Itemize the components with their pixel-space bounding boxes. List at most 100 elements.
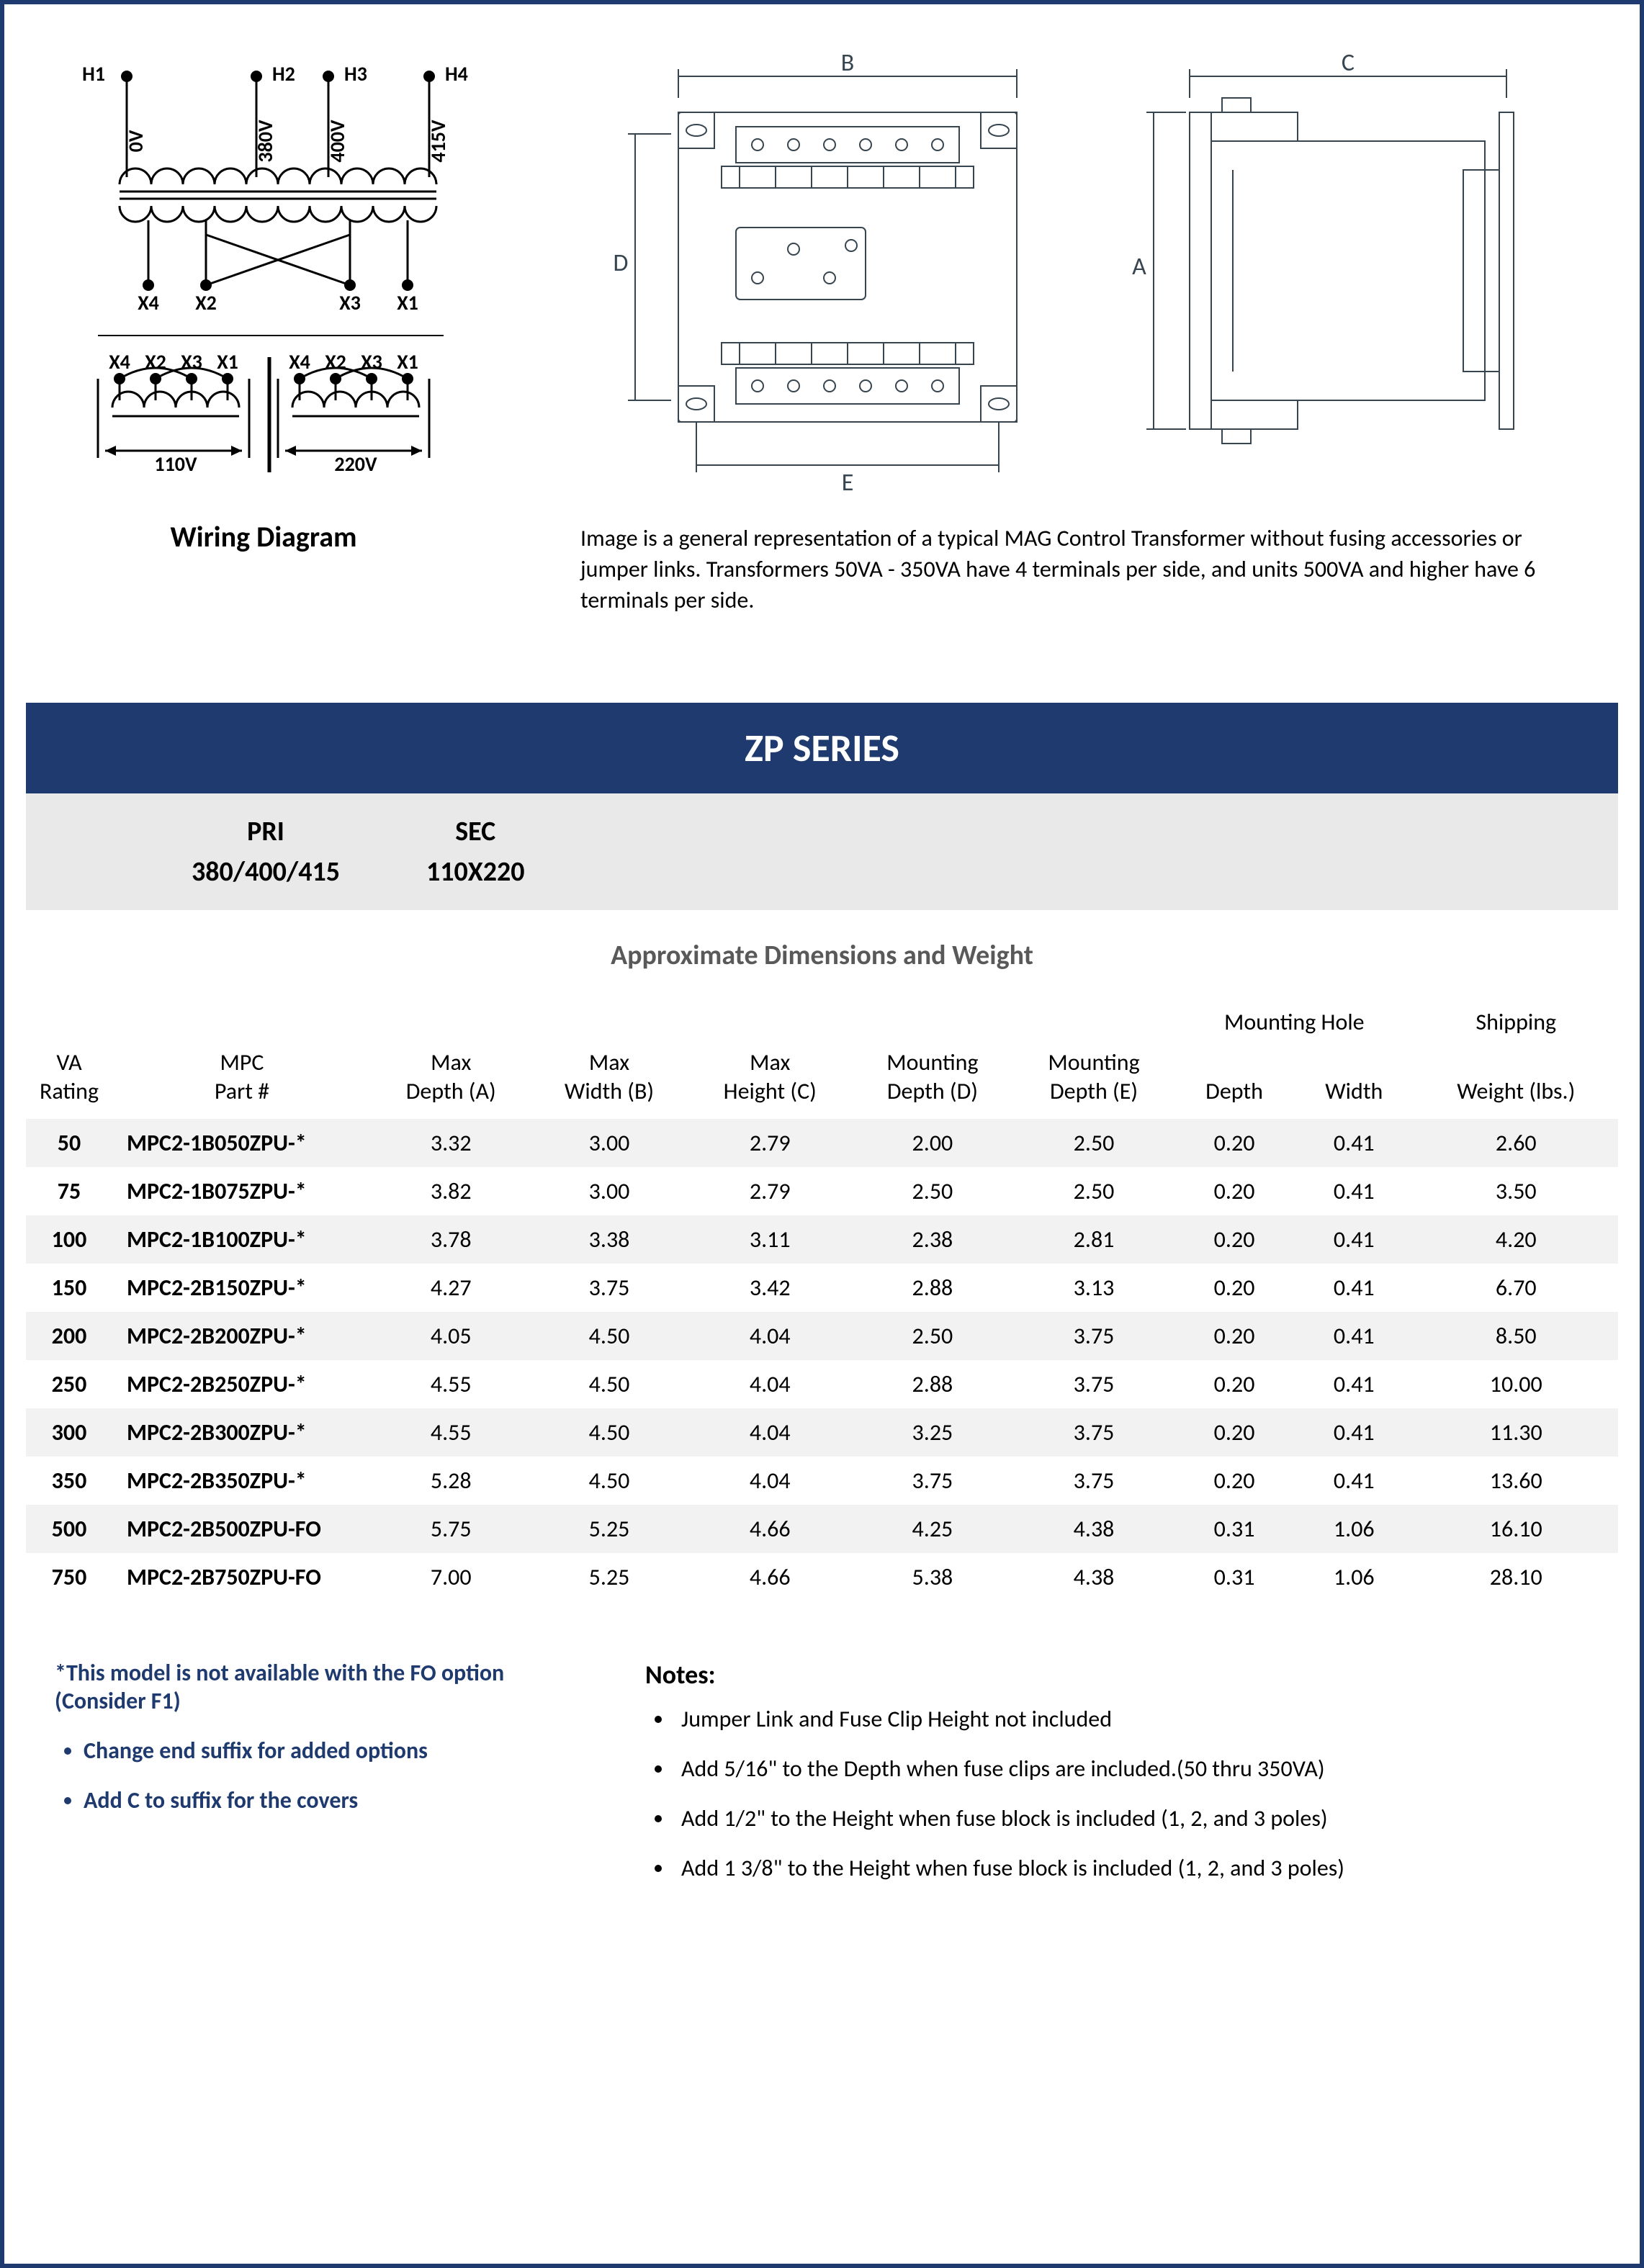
cell-hd: 0.20 — [1174, 1408, 1294, 1457]
list-item: Add 1/2" to the Height when fuse block i… — [674, 1804, 1589, 1832]
cell-wt: 8.50 — [1414, 1312, 1618, 1360]
cell-d: 2.50 — [852, 1167, 1013, 1215]
cell-hw: 0.41 — [1294, 1167, 1414, 1215]
table-row: 500MPC2-2B500ZPU-FO5.755.254.664.254.380… — [26, 1505, 1618, 1553]
cell-e: 4.38 — [1013, 1553, 1174, 1601]
cell-wt: 2.60 — [1414, 1119, 1618, 1167]
top-section: H10VH2380VH3400VH4415VX4X2X3X1X4X2X3X111… — [26, 33, 1618, 645]
cell-va: 150 — [26, 1264, 112, 1312]
cell-hw: 0.41 — [1294, 1360, 1414, 1408]
svg-text:400V: 400V — [325, 120, 350, 163]
cell-va: 100 — [26, 1215, 112, 1264]
cell-hd: 0.20 — [1174, 1167, 1294, 1215]
cell-c: 4.66 — [688, 1553, 852, 1601]
page: H10VH2380VH3400VH4415VX4X2X3X1X4X2X3X111… — [0, 0, 1644, 2268]
svg-text:X1: X1 — [397, 290, 418, 315]
cell-wt: 3.50 — [1414, 1167, 1618, 1215]
cell-hd: 0.20 — [1174, 1215, 1294, 1264]
cell-c: 4.66 — [688, 1505, 852, 1553]
cell-e: 4.38 — [1013, 1505, 1174, 1553]
svg-text:X1: X1 — [217, 349, 238, 374]
data-table: Mounting Hole Shipping VARating MPCPart … — [26, 994, 1618, 1601]
list-item: Change end suffix for added options — [84, 1737, 588, 1765]
series-banner: ZP SERIES — [26, 703, 1618, 793]
footer-left-list: Change end suffix for added options Add … — [55, 1737, 588, 1814]
cell-hw: 0.41 — [1294, 1408, 1414, 1457]
cell-va: 200 — [26, 1312, 112, 1360]
cell-hd: 0.20 — [1174, 1264, 1294, 1312]
svg-text:H2: H2 — [272, 61, 295, 86]
list-item: Add C to suffix for the covers — [84, 1786, 588, 1814]
cell-part: MPC2-2B150ZPU-* — [112, 1264, 372, 1312]
cell-b: 5.25 — [530, 1505, 688, 1553]
wiring-diagram-svg: H10VH2380VH3400VH4415VX4X2X3X1X4X2X3X111… — [55, 48, 472, 494]
cell-a: 5.75 — [372, 1505, 530, 1553]
footer: *This model is not available with the FO… — [26, 1601, 1618, 1904]
svg-text:C: C — [1341, 48, 1354, 78]
footer-left: *This model is not available with the FO… — [55, 1659, 588, 1904]
svg-text:380V: 380V — [253, 120, 278, 163]
th-mountD: MountingDepth (D) — [852, 1041, 1013, 1119]
cell-hw: 0.41 — [1294, 1119, 1414, 1167]
cell-b: 4.50 — [530, 1360, 688, 1408]
svg-text:X1: X1 — [397, 349, 418, 374]
table-head: Mounting Hole Shipping VARating MPCPart … — [26, 994, 1618, 1119]
svg-text:X2: X2 — [195, 290, 217, 315]
table-row: 100MPC2-1B100ZPU-*3.783.383.112.382.810.… — [26, 1215, 1618, 1264]
cell-b: 3.00 — [530, 1167, 688, 1215]
pri-sec-row: PRI 380/400/415 SEC 110X220 — [26, 793, 1618, 910]
cell-hw: 1.06 — [1294, 1505, 1414, 1553]
svg-text:E: E — [841, 468, 853, 494]
cell-d: 2.88 — [852, 1264, 1013, 1312]
cell-wt: 6.70 — [1414, 1264, 1618, 1312]
cell-e: 3.75 — [1013, 1408, 1174, 1457]
cell-b: 3.75 — [530, 1264, 688, 1312]
cell-wt: 4.20 — [1414, 1215, 1618, 1264]
table-row: 750MPC2-2B750ZPU-FO7.005.254.665.384.380… — [26, 1553, 1618, 1601]
cell-e: 3.13 — [1013, 1264, 1174, 1312]
svg-text:X2: X2 — [325, 349, 346, 374]
cell-d: 2.50 — [852, 1312, 1013, 1360]
cell-hw: 1.06 — [1294, 1553, 1414, 1601]
cell-d: 4.25 — [852, 1505, 1013, 1553]
cell-a: 3.32 — [372, 1119, 530, 1167]
svg-text:X3: X3 — [339, 290, 361, 315]
cell-e: 3.75 — [1013, 1360, 1174, 1408]
svg-text:D: D — [613, 248, 628, 278]
cell-hw: 0.41 — [1294, 1264, 1414, 1312]
table-row: 200MPC2-2B200ZPU-*4.054.504.042.503.750.… — [26, 1312, 1618, 1360]
table-row: 350MPC2-2B350ZPU-*5.284.504.043.753.750.… — [26, 1457, 1618, 1505]
th-holeDepth: Depth — [1174, 1041, 1294, 1119]
cell-d: 3.25 — [852, 1408, 1013, 1457]
shipping-group: Shipping — [1414, 994, 1618, 1041]
th-heightC: MaxHeight (C) — [688, 1041, 852, 1119]
svg-text:X3: X3 — [181, 349, 202, 374]
cell-a: 7.00 — [372, 1553, 530, 1601]
drawings-row: BDE CA — [516, 48, 1589, 494]
list-item: Add 1 3/8" to the Height when fuse block… — [674, 1854, 1589, 1882]
cell-b: 5.25 — [530, 1553, 688, 1601]
cell-b: 3.00 — [530, 1119, 688, 1167]
svg-text:415V: 415V — [426, 120, 451, 163]
pri-label: PRI — [192, 815, 340, 848]
cell-a: 3.82 — [372, 1167, 530, 1215]
cell-d: 2.88 — [852, 1360, 1013, 1408]
drawing-caption: Image is a general representation of a t… — [516, 523, 1589, 616]
svg-text:X4: X4 — [289, 349, 310, 374]
cell-a: 5.28 — [372, 1457, 530, 1505]
cell-va: 750 — [26, 1553, 112, 1601]
th-va: VARating — [26, 1041, 112, 1119]
side-view-svg: CA — [1103, 48, 1550, 494]
cell-e: 2.81 — [1013, 1215, 1174, 1264]
cell-va: 300 — [26, 1408, 112, 1457]
notes-title: Notes: — [645, 1659, 1589, 1691]
cell-va: 250 — [26, 1360, 112, 1408]
cell-va: 350 — [26, 1457, 112, 1505]
table-row: 250MPC2-2B250ZPU-*4.554.504.042.883.750.… — [26, 1360, 1618, 1408]
footnote-star: *This model is not available with the FO… — [55, 1659, 588, 1715]
cell-b: 4.50 — [530, 1457, 688, 1505]
cell-va: 75 — [26, 1167, 112, 1215]
cell-b: 3.38 — [530, 1215, 688, 1264]
footer-right: Notes: Jumper Link and Fuse Clip Height … — [645, 1659, 1589, 1904]
cell-e: 2.50 — [1013, 1119, 1174, 1167]
